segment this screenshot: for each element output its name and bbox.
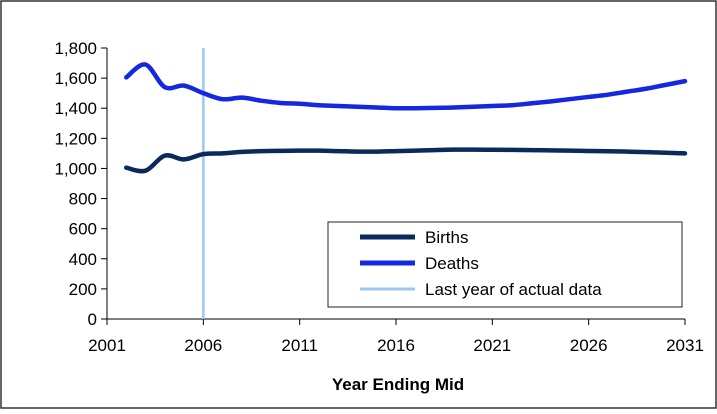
x-tick-label: 2031 (666, 336, 704, 355)
legend-deaths-label: Deaths (425, 254, 479, 273)
legend-reference-label: Last year of actual data (425, 280, 602, 299)
y-tick-label: 1,600 (54, 69, 97, 88)
series-line-births (124, 147, 688, 174)
series-layer (124, 48, 688, 319)
x-axis: 2001 2006 2011 2016 2021 2026 2031 (88, 318, 704, 355)
x-tick-label: 2006 (184, 336, 222, 355)
y-tick-label: 1,000 (54, 159, 97, 178)
x-tick-label: 2026 (570, 336, 608, 355)
y-tick-label: 0 (88, 310, 97, 329)
x-tick-label: 2001 (88, 336, 126, 355)
x-tick-label: 2021 (473, 336, 511, 355)
x-tick-label: 2011 (281, 336, 318, 355)
y-tick-label: 800 (69, 190, 97, 209)
y-tick-label: 1,200 (54, 129, 97, 148)
x-axis-label: Year Ending Mid (332, 375, 464, 394)
series-line-deaths (124, 62, 688, 111)
x-tick-label: 2016 (377, 336, 415, 355)
y-axis: 0 200 400 600 800 1,000 1,200 1,400 1,600 1,800 (54, 39, 108, 329)
legend-births-label: Births (425, 228, 468, 247)
y-tick-label: 400 (69, 250, 97, 269)
y-tick-label: 1,400 (54, 99, 97, 118)
chart-plot-area (20, 8, 710, 403)
y-tick-label: 1,800 (54, 39, 97, 58)
legend: Births Deaths Last year of actual data (327, 221, 683, 308)
y-tick-label: 600 (69, 220, 97, 239)
y-tick-label: 200 (69, 280, 97, 299)
